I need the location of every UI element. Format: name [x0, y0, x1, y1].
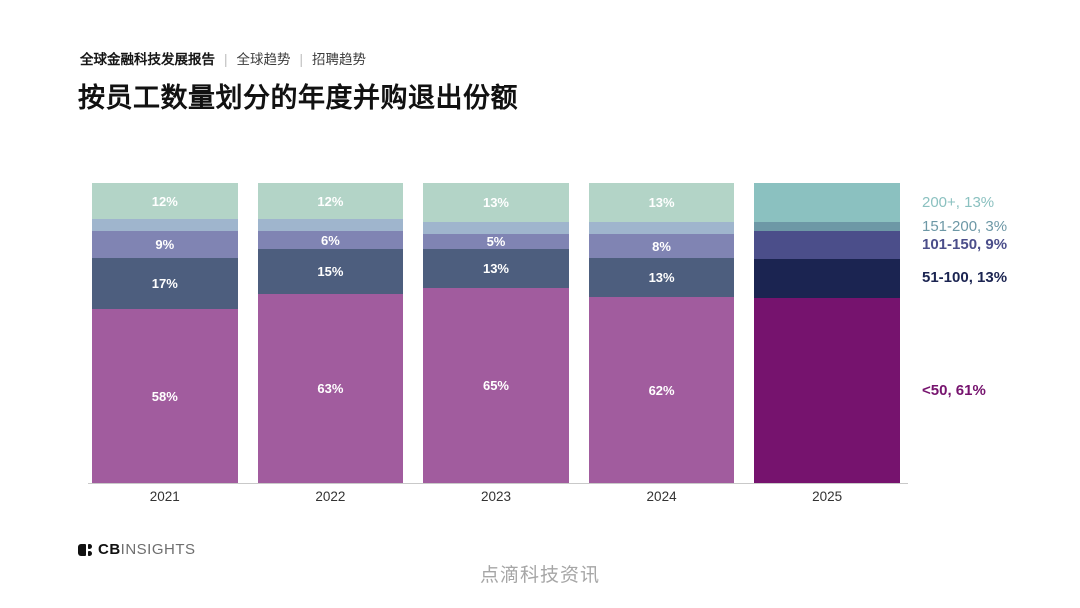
- bar-value-label: 13%: [648, 195, 675, 210]
- bar-value-label: 15%: [317, 264, 344, 279]
- bar-value-label: 13%: [648, 270, 675, 285]
- bar-value-label: 5%: [486, 234, 506, 249]
- bar-segment-2024-51-100: 13%: [588, 258, 735, 297]
- bar-segment-2024-151-200: [588, 222, 735, 234]
- bar-segment-2025-51-100: [754, 258, 900, 299]
- bar-segment-2022-51-100: 15%: [257, 249, 404, 294]
- bar-value-label: 9%: [155, 237, 175, 252]
- bar-segment-2025-101-150: [754, 231, 900, 259]
- bar-segment-2023-101-150: 5%: [423, 234, 569, 249]
- bar-2023: 13% 5% 13% 65%: [423, 183, 569, 483]
- bar-2025: [754, 183, 900, 483]
- bar-segment-2025-<50: [754, 298, 900, 483]
- separator: |: [299, 52, 304, 67]
- logo-text-light: INSIGHTS: [120, 541, 196, 558]
- x-axis-label-2024: 2024: [646, 489, 677, 504]
- watermark: 点滴科技资讯: [479, 565, 600, 586]
- bar-value-label: 8%: [652, 238, 671, 254]
- bar-segment-2021-51-100: 17%: [92, 258, 238, 309]
- legend-item-51-100: 51-100, 13%: [922, 269, 1008, 287]
- bar-value-label: 17%: [151, 276, 178, 291]
- bar-value-label: 63%: [317, 381, 344, 396]
- legend-item-200+: 200+, 13%: [922, 193, 995, 211]
- bar-segment-2021-101-150: 9%: [92, 231, 238, 258]
- x-axis-label-2021: 2021: [149, 489, 180, 504]
- page-title: 按员工数量划分的年度并购退出份额: [78, 83, 518, 113]
- bar-2024: 13% 8% 13% 62%: [588, 183, 735, 483]
- bar-value-label: 65%: [482, 378, 509, 393]
- report-name: 全球金融科技发展报告: [80, 52, 215, 67]
- cbinsights-logo-icon: [78, 543, 92, 556]
- stacked-bar-chart: 12% 9% 17% 58% 12% 6% 15% 63% 13% 5% 13% 65% 13% 8% 13…: [88, 183, 908, 504]
- breadcrumb: 全球金融科技发展报告 | 全球趋势 | 招聘趋势: [80, 48, 366, 68]
- x-axis-label-2023: 2023: [480, 489, 511, 504]
- nav-item-global-trends: 全球趋势: [236, 52, 291, 67]
- logo-text-bold: CB: [98, 541, 121, 558]
- bar-segment-2025-151-200: [754, 222, 900, 232]
- bar-value-label: 62%: [648, 382, 675, 398]
- bars: 12% 9% 17% 58% 12% 6% 15% 63% 13% 5% 13% 65% 13% 8% 13…: [92, 183, 900, 483]
- bar-segment-2023-<50: 65%: [423, 288, 569, 483]
- bar-value-label: 13%: [482, 195, 509, 210]
- bar-2021: 12% 9% 17% 58%: [92, 183, 238, 483]
- legend-item-<50: <50, 61%: [922, 381, 986, 399]
- bar-value-label: 6%: [320, 232, 340, 248]
- legend-item-151-200: 151-200, 3%: [922, 217, 1008, 235]
- bar-segment-2024-200+: 13%: [588, 183, 735, 222]
- bar-segment-2022-151-200: [257, 219, 404, 231]
- bar-segment-2022-200+: 12%: [257, 183, 404, 219]
- bar-segment-2023-200+: 13%: [423, 183, 569, 222]
- bar-value-label: 58%: [151, 388, 178, 404]
- x-axis-labels: 2021 2022 2023 2024 2025: [92, 489, 900, 504]
- x-axis-label-2022: 2022: [315, 489, 346, 504]
- legend: 200+, 13% 151-200, 3% 101-150, 9% 51-100, 1…: [922, 183, 1072, 483]
- bar-segment-2021-151-200: [92, 219, 238, 231]
- cbinsights-logo-text: CB INSIGHTS: [98, 541, 196, 558]
- bar-value-label: 13%: [482, 261, 509, 276]
- bar-segment-2024-<50: 62%: [588, 297, 735, 483]
- bar-value-label: 12%: [151, 193, 178, 209]
- bar-segment-2023-151-200: [423, 222, 569, 234]
- bar-segment-2021-<50: 58%: [92, 309, 238, 483]
- bar-segment-2022-101-150: 6%: [257, 231, 404, 249]
- bar-2022: 12% 6% 15% 63%: [257, 183, 404, 483]
- nav-item-hiring-trends: 招聘趋势: [312, 52, 367, 67]
- bar-segment-2021-200+: 12%: [92, 183, 238, 219]
- separator: |: [224, 52, 228, 67]
- bar-segment-2024-101-150: 8%: [588, 234, 735, 258]
- x-axis-label-2025: 2025: [812, 489, 843, 504]
- cbinsights-logo: CB INSIGHTS: [78, 541, 196, 558]
- bar-segment-2025-200+: [754, 183, 900, 223]
- bar-segment-2022-<50: 63%: [257, 294, 404, 483]
- bar-value-label: 12%: [317, 193, 344, 209]
- x-axis-line: [88, 483, 908, 484]
- legend-item-101-150: 101-150, 9%: [922, 235, 1008, 253]
- bar-segment-2023-51-100: 13%: [423, 249, 569, 288]
